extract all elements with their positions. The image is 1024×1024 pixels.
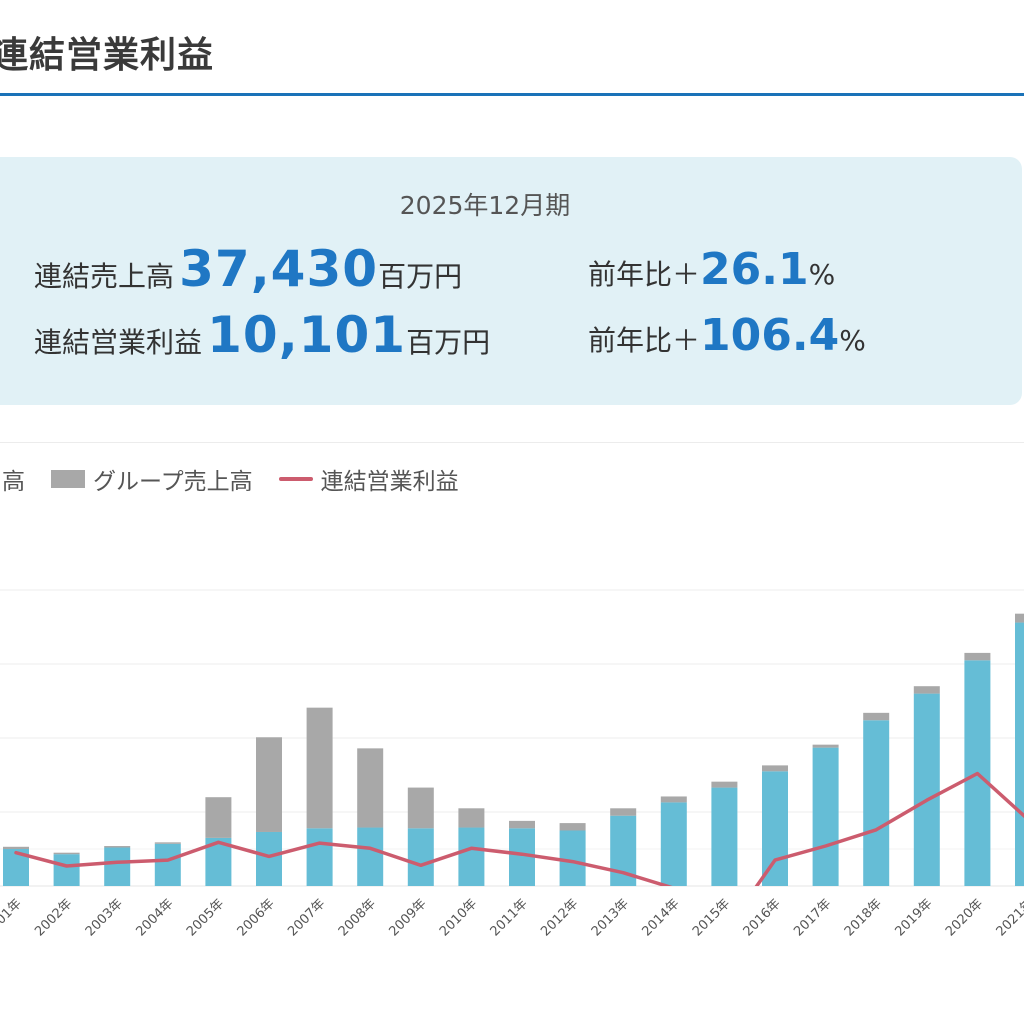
bar-segment-sales	[407, 828, 434, 886]
legend-label-segment-sales: 高	[2, 469, 25, 495]
profit-value: 10,101	[207, 306, 407, 364]
bar-group-sales	[53, 852, 80, 855]
summary-panel	[0, 157, 1022, 405]
x-tick-label: 2014年	[639, 896, 682, 939]
bar-group-sales	[863, 712, 890, 721]
profit-yoy-label: 前年比＋	[588, 324, 701, 357]
bar-group-sales	[3, 846, 29, 849]
bar-segment-sales	[762, 771, 788, 886]
line-series	[14, 771, 1024, 886]
sales-value: 37,430	[179, 240, 379, 298]
profit-label: 連結営業利益	[34, 326, 203, 359]
legend-item-group-sales[interactable]: グループ売上高	[51, 462, 253, 496]
bar-segment-sales	[913, 693, 940, 886]
bar-group-sales	[610, 808, 637, 816]
x-tick-label: 2015年	[690, 896, 733, 939]
bar-group-sales	[509, 820, 535, 829]
legend-swatch-operating-profit	[278, 477, 313, 481]
bar-group-sales	[306, 707, 333, 829]
x-tick-label: 2006年	[235, 896, 278, 939]
bar-group-sales	[104, 846, 131, 848]
x-tick-label: 2001年	[0, 896, 25, 939]
bar-group-sales	[559, 823, 586, 831]
bar-group-sales	[711, 781, 738, 788]
bar-segment-sales	[154, 843, 181, 886]
profit-yoy-unit: %	[839, 324, 866, 357]
legend-item-segment-sales[interactable]: 高	[0, 462, 25, 496]
x-tick-label: 2010年	[437, 896, 480, 939]
sales-metric: 連結売上高 37,430百万円	[34, 240, 462, 298]
sales-yoy: 前年比＋26.1%	[588, 244, 835, 295]
x-tick-label: 2017年	[791, 896, 834, 939]
x-tick-label: 2009年	[386, 896, 429, 939]
legend-label-group-sales: グループ売上高	[93, 469, 253, 495]
bar-group-sales	[458, 808, 485, 828]
bar-segment-sales	[863, 720, 890, 886]
bar-group-sales	[407, 787, 434, 829]
bar-segment-sales	[458, 827, 485, 886]
operating-profit-line	[14, 771, 1024, 886]
profit-unit: 百万円	[406, 326, 491, 359]
x-tick-label: 2008年	[336, 896, 379, 939]
fiscal-period: 2025年12月期	[399, 191, 571, 220]
sales-yoy-value: 26.1	[700, 244, 809, 295]
x-tick-label: 2012年	[538, 896, 581, 939]
x-tick-label: 2005年	[184, 896, 227, 939]
bar-group-sales	[762, 765, 788, 772]
legend-swatch-group-sales	[51, 470, 85, 488]
bar-group-sales	[964, 652, 991, 661]
page-title: 連結営業利益	[0, 35, 215, 76]
profit-yoy: 前年比＋106.4%	[588, 310, 866, 361]
x-tick-label: 2021年	[994, 896, 1024, 939]
profit-yoy-value: 106.4	[700, 310, 840, 361]
bar-segment-sales	[660, 802, 687, 886]
bar-group-sales	[256, 737, 282, 832]
x-tick-label: 2003年	[83, 896, 126, 939]
x-tick-label: 2016年	[741, 896, 784, 939]
legend-item-operating-profit[interactable]: 連結営業利益	[278, 462, 459, 496]
x-tick-label: 2013年	[589, 896, 632, 939]
bar-group-sales	[357, 748, 384, 828]
bar-segment-sales	[711, 787, 738, 886]
bar-group-sales	[660, 796, 687, 803]
legend-label-operating-profit: 連結営業利益	[320, 469, 459, 495]
bar-segment-sales	[256, 831, 282, 886]
x-tick-label: 2020年	[943, 896, 986, 939]
bar-segment-sales	[1015, 622, 1024, 886]
bar-segment-sales	[53, 854, 80, 886]
bar-group-sales	[913, 686, 940, 694]
x-tick-label: 2002年	[32, 896, 75, 939]
x-tick-label: 2018年	[842, 896, 885, 939]
x-tick-label: 2007年	[285, 896, 328, 939]
bar-segment-sales	[559, 830, 586, 886]
bar-segment-sales	[104, 847, 131, 886]
sales-unit: 百万円	[378, 260, 463, 293]
x-tick-label: 2011年	[488, 896, 531, 939]
bar-segment-sales	[306, 828, 333, 886]
chart-panel	[0, 442, 1024, 1024]
bar-segment-sales	[812, 747, 839, 886]
x-axis-ticks: 2001年 2002年 2003年 2004年 2005年 2006年 2007年 2008年…	[0, 896, 1024, 939]
title-divider	[0, 93, 1024, 96]
bar-group-sales	[205, 797, 232, 838]
bar-group-sales	[1015, 613, 1024, 623]
chart-legend: 高 グループ売上高 連結営業利益	[0, 462, 485, 496]
sales-label: 連結売上高	[34, 260, 175, 293]
bar-segment-sales	[357, 827, 384, 886]
bar-group-sales	[154, 842, 181, 844]
bar-group-sales	[812, 744, 839, 748]
profit-metric: 連結営業利益 10,101百万円	[34, 306, 490, 364]
sales-yoy-label: 前年比＋	[588, 258, 701, 291]
sales-yoy-unit: %	[808, 258, 836, 291]
bar-series	[3, 613, 1024, 886]
x-tick-label: 2019年	[892, 896, 935, 939]
x-tick-label: 2004年	[133, 896, 176, 939]
